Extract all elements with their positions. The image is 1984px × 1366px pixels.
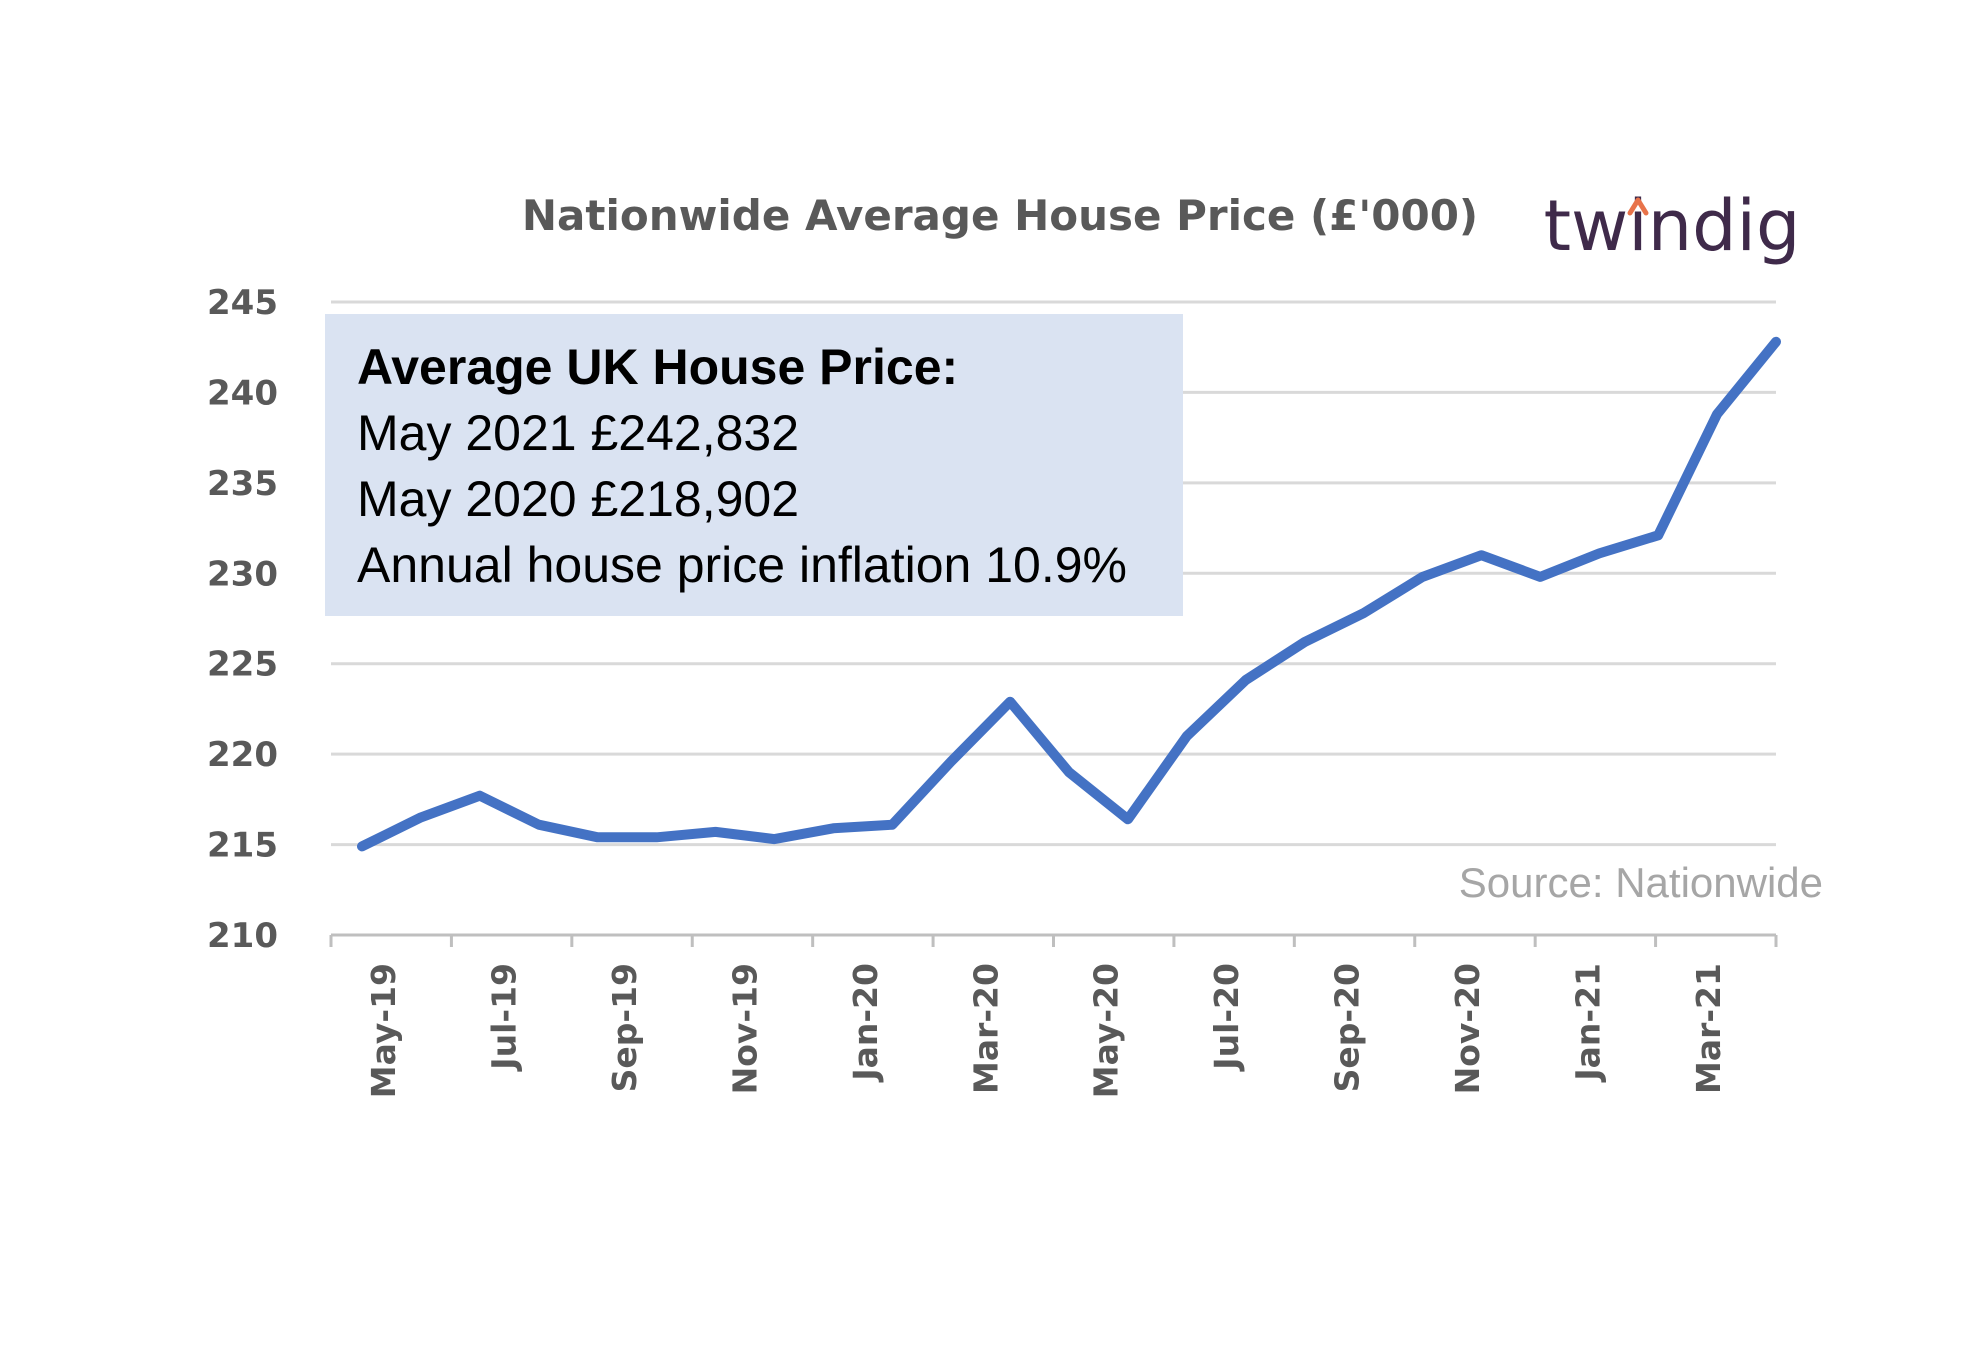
data-point bbox=[1186, 735, 1188, 737]
x-tick-label: May-20 bbox=[1087, 963, 1126, 1098]
chart-title: Nationwide Average House Price (£'000) bbox=[522, 191, 1478, 240]
data-point bbox=[1127, 818, 1129, 820]
data-point bbox=[1539, 576, 1541, 578]
data-point bbox=[1304, 641, 1306, 643]
x-tick-label: Mar-21 bbox=[1689, 963, 1728, 1094]
data-point bbox=[1068, 771, 1070, 773]
x-tick-label: May-19 bbox=[364, 963, 403, 1098]
annotation-heading: Average UK House Price: bbox=[357, 339, 959, 395]
x-tick-label: Nov-20 bbox=[1448, 963, 1487, 1094]
data-point bbox=[1422, 576, 1423, 578]
data-point bbox=[1598, 552, 1600, 554]
data-point bbox=[597, 836, 599, 838]
data-point bbox=[891, 824, 893, 826]
annotation-line-inflation: Annual house price inflation 10.9% bbox=[357, 537, 1127, 593]
data-point bbox=[361, 845, 363, 847]
logo-text: twindig bbox=[1544, 185, 1801, 267]
source-label: Source: Nationwide bbox=[1459, 859, 1823, 906]
x-tick-label: Jan-21 bbox=[1568, 963, 1607, 1083]
data-point bbox=[1657, 534, 1659, 536]
data-point bbox=[538, 824, 540, 826]
annotation-line-may-2021: May 2021 £242,832 bbox=[357, 405, 800, 461]
y-tick-label: 225 bbox=[207, 645, 278, 685]
annotation-line-may-2020: May 2020 £218,902 bbox=[357, 471, 800, 527]
data-point bbox=[1363, 612, 1365, 614]
y-tick-label: 240 bbox=[207, 373, 278, 413]
data-point bbox=[656, 836, 658, 838]
data-point bbox=[1716, 413, 1718, 415]
x-tick-label: Jan-20 bbox=[846, 963, 885, 1083]
data-point bbox=[950, 760, 952, 762]
x-tick-label: Nov-19 bbox=[725, 963, 764, 1094]
annotation-box: Average UK House Price: May 2021 £242,83… bbox=[325, 314, 1183, 616]
y-tick-label: 210 bbox=[207, 916, 278, 956]
y-tick-label: 215 bbox=[207, 826, 278, 866]
series-group bbox=[357, 336, 1781, 852]
data-point bbox=[1245, 679, 1247, 681]
y-tick-label: 220 bbox=[207, 735, 278, 775]
x-tick-label: Mar-20 bbox=[966, 963, 1005, 1094]
data-point bbox=[420, 816, 422, 818]
x-tick-label: Sep-19 bbox=[605, 963, 644, 1092]
y-tick-label: 245 bbox=[207, 283, 278, 323]
data-point bbox=[1775, 341, 1777, 343]
y-tick-label: 230 bbox=[207, 554, 278, 594]
x-tick-label: Jul-19 bbox=[485, 963, 524, 1072]
data-point bbox=[1480, 554, 1482, 556]
data-point bbox=[1009, 701, 1011, 703]
data-point bbox=[715, 831, 716, 833]
data-point bbox=[832, 827, 834, 829]
twindig-logo: twindig bbox=[1544, 185, 1801, 267]
logo-accent-icon bbox=[1627, 197, 1649, 216]
y-tick-label: 235 bbox=[207, 464, 278, 504]
data-point bbox=[773, 838, 775, 840]
x-tick-label: Sep-20 bbox=[1328, 963, 1367, 1092]
x-axis: May-19 Jul-19 Sep-19 Nov-19 Jan-20 Mar-20 May-… bbox=[329, 933, 1778, 1098]
data-point bbox=[479, 795, 481, 797]
x-tick-label: Jul-20 bbox=[1207, 963, 1246, 1072]
y-axis-ticks: 210 215 220 225 230 235 240 245 bbox=[207, 283, 278, 956]
